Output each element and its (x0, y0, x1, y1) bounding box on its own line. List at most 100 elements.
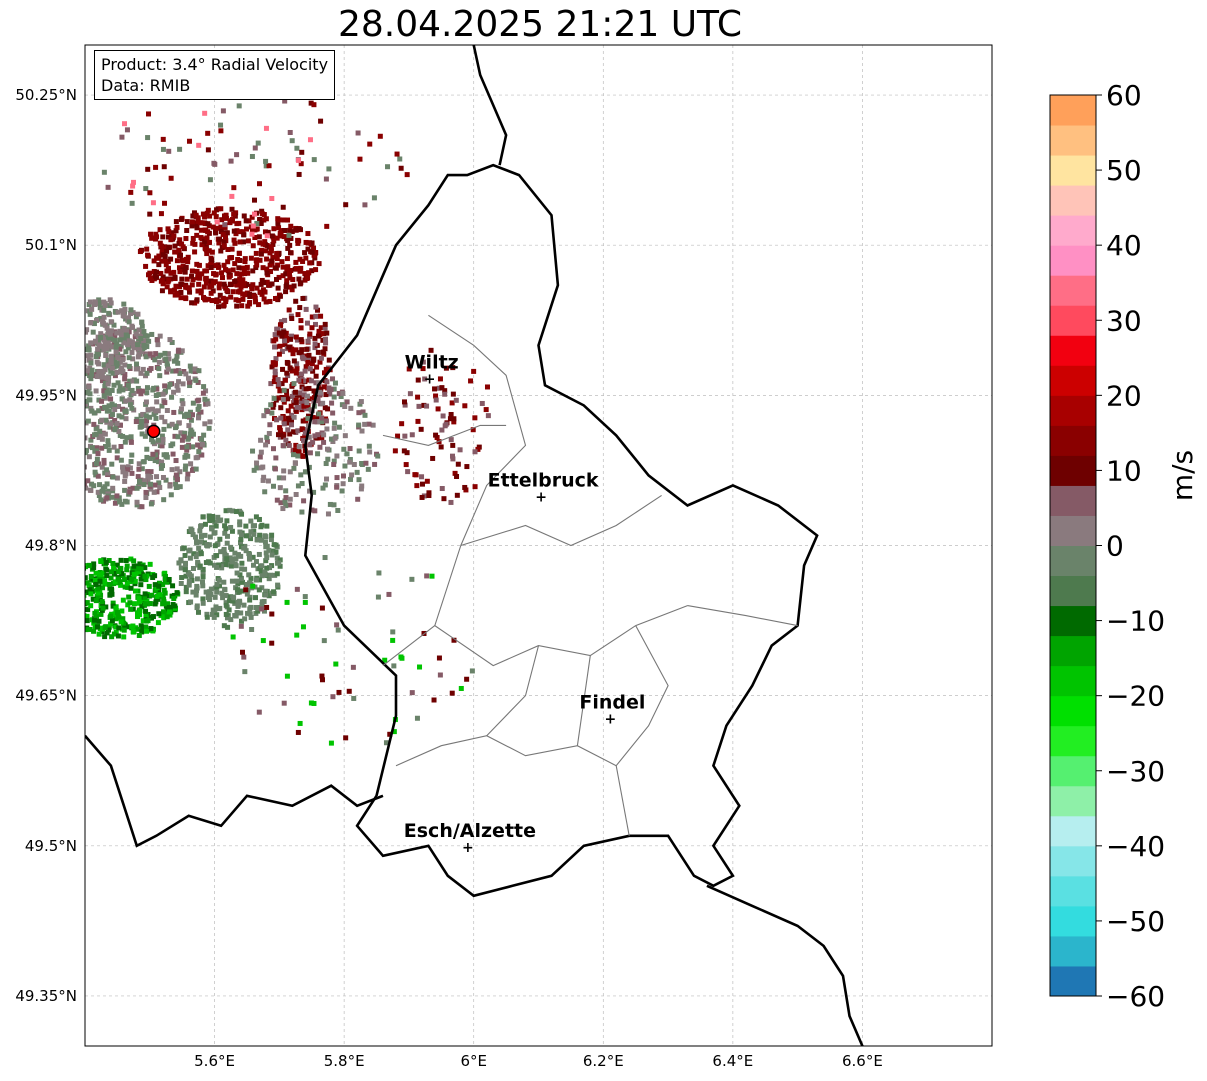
echo-pixel (138, 625, 144, 631)
echo-pixel (127, 600, 133, 606)
echo-pixel (166, 356, 172, 362)
echo-pixel (90, 596, 96, 602)
echo-pixel (273, 296, 279, 302)
echo-pixel (218, 224, 224, 230)
echo-pixel (101, 460, 107, 466)
echo-pixel (154, 269, 160, 275)
colorbar-swatch (1050, 305, 1096, 336)
echo-pixel (190, 532, 196, 538)
echo-pixel (182, 413, 188, 419)
echo-pixel (161, 609, 167, 615)
echo-pixel (85, 398, 89, 404)
echo-pixel (122, 478, 128, 484)
echo-pixel (164, 614, 170, 620)
echo-pixel (455, 461, 461, 467)
echo-pixel (101, 498, 107, 504)
echo-pixel (106, 581, 112, 587)
echo-pixel (207, 284, 213, 290)
echo-pixel (264, 279, 270, 285)
echo-pixel (154, 274, 160, 280)
echo-pixel (108, 588, 114, 594)
echo-pixel (223, 600, 229, 606)
echo-pixel (108, 613, 114, 619)
echo-pixel (107, 331, 113, 337)
echo-pixel (333, 661, 339, 667)
echo-pixel (205, 229, 211, 235)
echo-pixel (183, 256, 189, 262)
echo-pixel (221, 623, 227, 629)
echo-pixel (148, 486, 154, 492)
echo-pixel (238, 610, 244, 616)
echo-pixel (228, 158, 234, 164)
echo-pixel (153, 351, 159, 357)
echo-pixel (97, 428, 103, 434)
echo-pixel (236, 265, 242, 271)
echo-pixel (215, 225, 221, 231)
echo-pixel (220, 595, 226, 601)
echo-pixel (265, 409, 271, 415)
echo-pixel (224, 533, 230, 539)
echo-pixel (267, 422, 273, 428)
echo-pixel (112, 407, 118, 413)
echo-pixel (257, 257, 263, 263)
echo-pixel (214, 581, 220, 587)
echo-pixel (72, 620, 77, 625)
echo-pixel (165, 601, 171, 607)
echo-pixel (147, 270, 153, 276)
echo-pixel (399, 421, 405, 427)
echo-pixel (204, 614, 210, 620)
echo-pixel (277, 343, 283, 349)
echo-pixel (111, 631, 117, 637)
echo-pixel (280, 204, 286, 210)
echo-pixel (391, 729, 397, 735)
echo-pixel (450, 442, 456, 448)
echo-pixel (288, 403, 294, 409)
echo-pixel (210, 514, 216, 520)
echo-pixel (281, 475, 287, 481)
echo-pixel (259, 208, 265, 214)
echo-pixel (407, 391, 413, 397)
echo-pixel (203, 280, 209, 286)
echo-pixel (343, 735, 349, 741)
echo-pixel (280, 443, 286, 449)
echo-pixel (88, 603, 94, 609)
echo-pixel (217, 292, 223, 298)
echo-pixel (250, 554, 256, 560)
echo-pixel (258, 465, 264, 471)
echo-pixel (246, 552, 252, 558)
echo-pixel (209, 257, 215, 263)
echo-pixel (148, 469, 154, 475)
echo-pixel (105, 438, 111, 444)
echo-pixel (62, 606, 67, 611)
echo-pixel (187, 363, 193, 369)
echo-pixel (103, 352, 109, 358)
echo-pixel (253, 250, 259, 256)
echo-pixel (148, 474, 154, 480)
echo-pixel (136, 466, 142, 472)
echo-pixel (298, 280, 304, 286)
echo-pixel (97, 347, 103, 353)
echo-pixel (238, 623, 244, 629)
echo-pixel (164, 248, 170, 254)
echo-pixel (69, 436, 74, 441)
echo-pixel (85, 478, 91, 484)
echo-pixel (99, 488, 105, 494)
echo-pixel (227, 255, 233, 261)
echo-pixel (305, 402, 311, 408)
echo-pixel (105, 357, 111, 363)
echo-pixel (449, 453, 455, 459)
echo-pixel (224, 540, 230, 546)
echo-pixel (144, 628, 150, 634)
echo-pixel (240, 579, 246, 585)
echo-pixel (163, 356, 169, 362)
echo-pixel (156, 580, 162, 586)
echo-pixel (161, 497, 167, 503)
echo-pixel (436, 655, 442, 661)
echo-pixel (88, 591, 94, 597)
echo-pixel (141, 342, 147, 348)
echo-pixel (311, 700, 317, 706)
echo-pixel (70, 412, 75, 417)
echo-pixel (150, 451, 156, 457)
echo-pixel (317, 359, 323, 365)
echo-pixel (99, 464, 105, 470)
